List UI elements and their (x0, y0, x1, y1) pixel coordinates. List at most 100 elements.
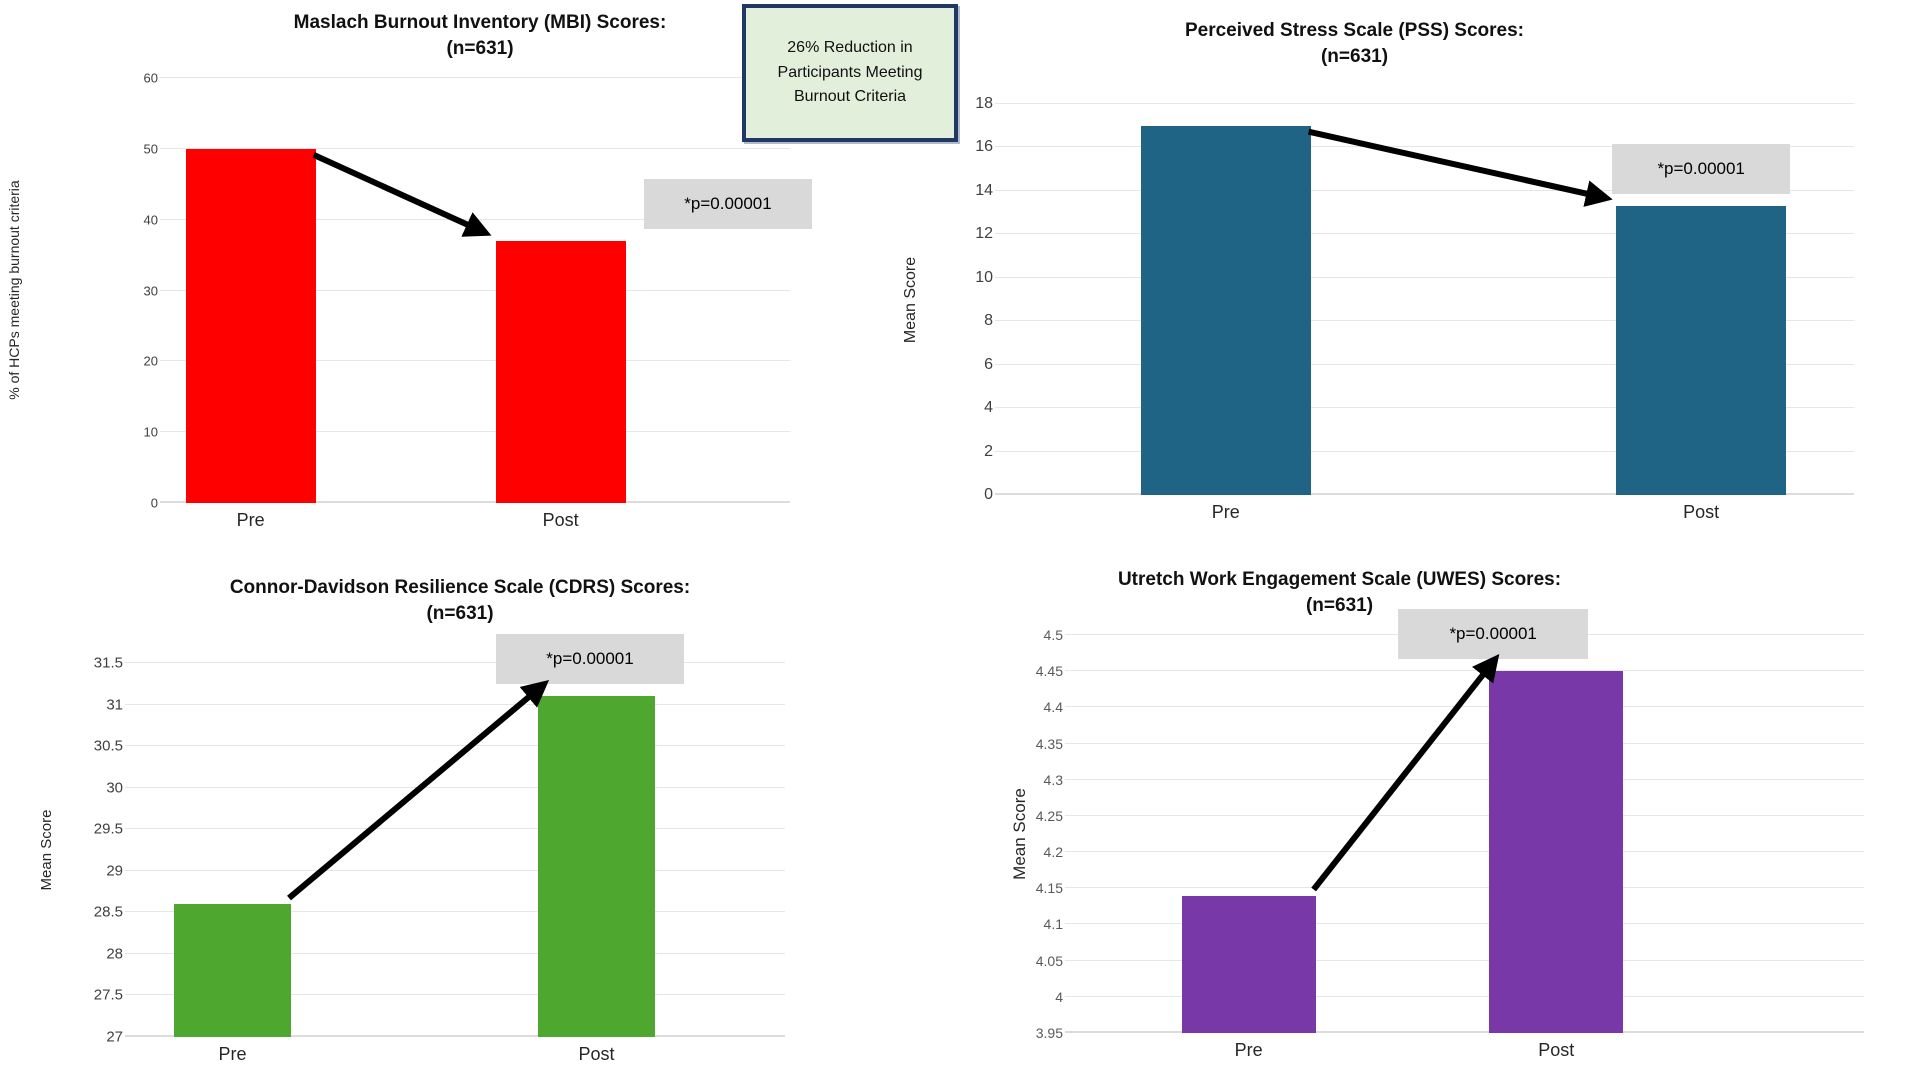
gridline (125, 994, 785, 996)
bar-post (1616, 206, 1787, 495)
y-axis-tick-label: 4.2 (1043, 844, 1063, 861)
y-axis-tick-label: 8 (984, 312, 993, 330)
y-axis-tick-label: 28 (106, 945, 123, 963)
y-axis-tick-label: 6 (984, 355, 993, 373)
y-axis-tick-label: 27.5 (93, 986, 123, 1004)
chart-subtitle: (n=631) (446, 37, 514, 59)
y-axis-tick-label: 2 (984, 442, 993, 460)
p-value-label: *p=0.00001 (644, 178, 812, 229)
y-axis-label: Mean Score (1010, 788, 1029, 880)
gridline (1065, 851, 1864, 853)
gridline (125, 828, 785, 830)
y-axis-tick-label: 4.1 (1043, 916, 1063, 933)
bar-pre (174, 904, 291, 1037)
x-axis-label: Post (578, 1044, 615, 1064)
y-axis-tick-label: 12 (975, 225, 993, 243)
y-axis-label: Mean Score (38, 809, 55, 891)
chart-title-block: Perceived Stress Scale (PSS) Scores: (n=… (1005, 18, 1704, 69)
bar-pre (185, 148, 316, 503)
chart-title-block: Connor-Davidson Resilience Scale (CDRS) … (135, 575, 785, 626)
x-axis-label: Pre (218, 1044, 247, 1064)
gridline (1065, 887, 1864, 889)
gridline (1065, 995, 1864, 997)
plot-area: 0 2 4 6 8 10 12 14 16 18 Pre Post *p=0.00001 (975, 95, 1854, 522)
y-axis-tick-label: 18 (975, 95, 993, 112)
y-axis-tick-label: 50 (143, 141, 158, 157)
bar-pre (1181, 895, 1316, 1033)
gridline (125, 662, 785, 663)
p-value-label: *p=0.00001 (495, 634, 685, 685)
chart-mbi: Maslach Burnout Inventory (MBI) Scores: … (0, 0, 940, 555)
gridline (160, 289, 790, 291)
annotation-box: 26% Reduction in Participants Meeting Bu… (742, 4, 958, 142)
y-axis-tick-label: 29 (106, 862, 123, 880)
chart-title: Connor-Davidson Resilience Scale (CDRS) … (229, 577, 691, 598)
p-value-label: *p=0.00001 (1612, 144, 1791, 195)
bar-post (538, 696, 655, 1037)
y-axis-tick-label: 4.05 (1035, 952, 1063, 969)
y-axis-tick-label: 4 (1055, 988, 1063, 1005)
gridline (995, 363, 1854, 365)
gridline (1065, 670, 1864, 672)
y-axis-tick-label: 4.4 (1043, 699, 1063, 716)
x-axis-label: Pre (236, 510, 265, 530)
gridline (995, 450, 1854, 452)
x-axis-label: Post (1683, 502, 1720, 522)
gridline (125, 703, 785, 705)
y-axis-tick-label: 30 (143, 283, 158, 298)
y-axis-tick-label: 10 (975, 268, 993, 286)
y-axis-tick-label: 14 (975, 181, 993, 199)
y-axis-tick-label: 4.5 (1043, 627, 1063, 643)
gridline (995, 407, 1854, 409)
gridline (160, 360, 790, 362)
y-axis-tick-label: 27 (106, 1028, 123, 1046)
x-axis-label: Post (542, 510, 579, 530)
y-axis-tick-label: 30 (106, 779, 123, 797)
y-axis-tick-label: 0 (150, 495, 158, 511)
y-axis-tick-label: 29.5 (93, 820, 123, 838)
y-axis-label: % of HCPs meeting burnout criteria (6, 180, 22, 400)
gridline (1065, 814, 1864, 816)
annotation-text: 26% Reduction in Participants Meeting Bu… (777, 38, 923, 106)
x-axis-label: Pre (1211, 502, 1240, 522)
gridline (1065, 778, 1864, 780)
gridline (1065, 959, 1864, 961)
x-axis-label: Pre (1234, 1040, 1263, 1060)
chart-subtitle: (n=631) (426, 602, 494, 624)
gridline (160, 77, 790, 78)
gridline (1065, 742, 1864, 744)
y-axis-tick-label: 16 (975, 138, 993, 156)
gridline (160, 147, 790, 149)
y-axis-tick-label: 20 (143, 353, 158, 369)
y-axis-tick-label: 4 (984, 399, 993, 417)
gridline (125, 952, 785, 954)
y-axis-tick-label: 4.45 (1035, 663, 1063, 680)
y-axis-tick-label: 40 (143, 212, 158, 228)
p-value-label: *p=0.00001 (1398, 609, 1588, 660)
y-axis-tick-label: 31.5 (93, 654, 123, 672)
chart-pss: Perceived Stress Scale (PSS) Scores: (n=… (902, 0, 1924, 555)
gridline (995, 493, 1854, 495)
gridline (1065, 706, 1864, 708)
gridline (125, 911, 785, 913)
gridline (995, 233, 1854, 235)
y-axis-tick-label: 60 (143, 70, 158, 86)
plot-area: 3.95 4 4.05 4.1 4.15 4.2 4.25 4.3 4.35 4.4 4.45 4.5… (1036, 609, 1864, 1060)
gridline (125, 869, 785, 871)
plot-area: 0 10 20 30 40 50 60 Pre Post *p=0.00001 (144, 71, 812, 530)
bar-post (495, 240, 626, 503)
y-axis-tick-label: 10 (143, 424, 158, 440)
y-axis-tick-label: 4.25 (1035, 807, 1063, 824)
gridline (160, 431, 790, 433)
chart-title: Maslach Burnout Inventory (MBI) Scores: (293, 12, 667, 33)
y-axis-label: Mean Score (902, 256, 919, 344)
chart-uwes: Utretch Work Engagement Scale (UWES) Sco… (940, 555, 1924, 1080)
chart-cdrs: Connor-Davidson Resilience Scale (CDRS) … (0, 555, 940, 1080)
bar-post (1489, 671, 1624, 1033)
y-axis-tick-label: 3.95 (1035, 1025, 1063, 1041)
gridline (995, 103, 1854, 104)
chart-title: Perceived Stress Scale (PSS) Scores: (1184, 20, 1525, 41)
y-axis-tick-label: 28.5 (93, 903, 123, 921)
y-axis-tick-label: 0 (984, 486, 993, 503)
